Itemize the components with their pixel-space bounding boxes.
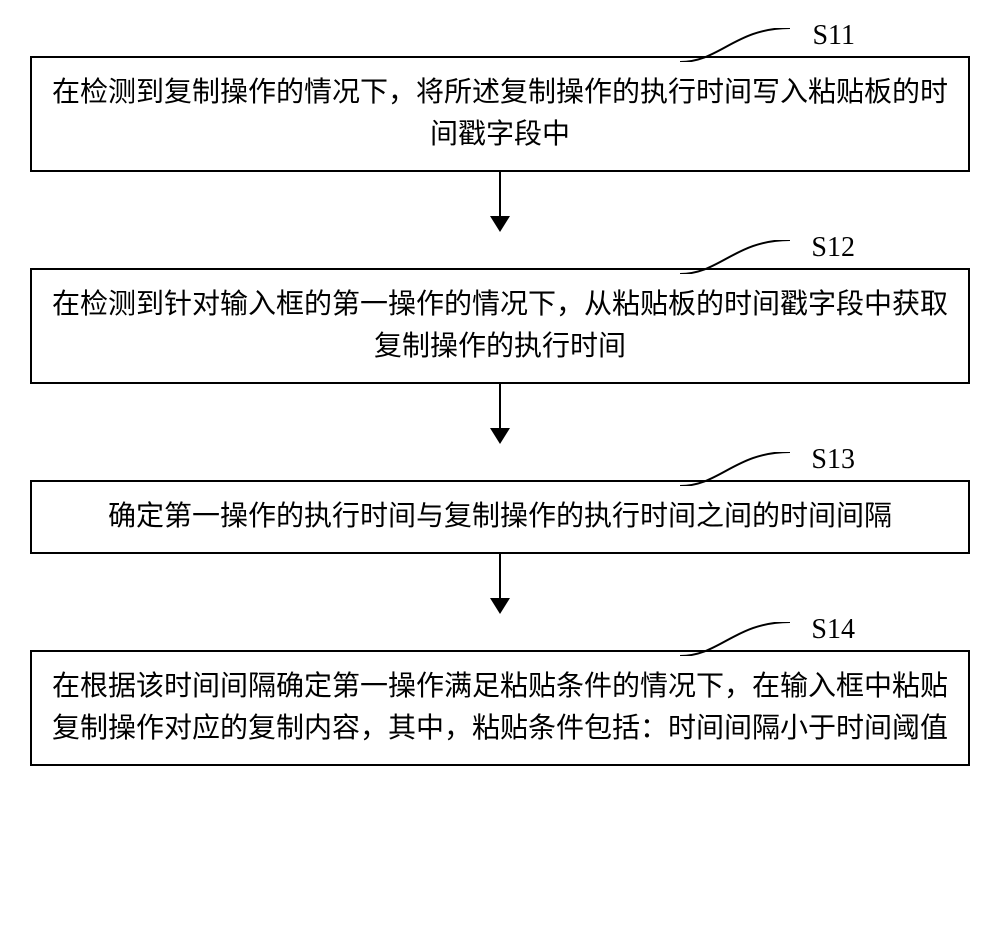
- step-s11: S11 在检测到复制操作的情况下，将所述复制操作的执行时间写入粘贴板的时间戳字段…: [30, 20, 970, 172]
- arrow: [30, 172, 970, 232]
- step-box: 在检测到针对输入框的第一操作的情况下，从粘贴板的时间戳字段中获取复制操作的执行时…: [30, 268, 970, 384]
- label-row: S12: [30, 232, 970, 268]
- arrow: [30, 554, 970, 614]
- step-label: S14: [811, 614, 855, 646]
- step-label: S11: [812, 20, 855, 52]
- step-label: S13: [811, 444, 855, 476]
- label-row: S13: [30, 444, 970, 480]
- callout-curve: [680, 622, 790, 656]
- step-s13: S13 确定第一操作的执行时间与复制操作的执行时间之间的时间间隔: [30, 444, 970, 554]
- arrow: [30, 384, 970, 444]
- flowchart: S11 在检测到复制操作的情况下，将所述复制操作的执行时间写入粘贴板的时间戳字段…: [30, 20, 970, 766]
- arrow-down-icon: [480, 172, 520, 232]
- arrow-down-icon: [480, 554, 520, 614]
- step-box: 在检测到复制操作的情况下，将所述复制操作的执行时间写入粘贴板的时间戳字段中: [30, 56, 970, 172]
- callout-curve: [680, 240, 790, 274]
- step-text: 在检测到针对输入框的第一操作的情况下，从粘贴板的时间戳字段中获取复制操作的执行时…: [52, 289, 948, 362]
- step-text: 在检测到复制操作的情况下，将所述复制操作的执行时间写入粘贴板的时间戳字段中: [52, 77, 948, 150]
- step-text: 确定第一操作的执行时间与复制操作的执行时间之间的时间间隔: [108, 501, 892, 532]
- step-box: 确定第一操作的执行时间与复制操作的执行时间之间的时间间隔: [30, 480, 970, 554]
- arrow-down-icon: [480, 384, 520, 444]
- callout-curve: [680, 28, 790, 62]
- label-row: S11: [30, 20, 970, 56]
- step-box: 在根据该时间间隔确定第一操作满足粘贴条件的情况下，在输入框中粘贴复制操作对应的复…: [30, 650, 970, 766]
- callout-curve: [680, 452, 790, 486]
- step-s14: S14 在根据该时间间隔确定第一操作满足粘贴条件的情况下，在输入框中粘贴复制操作…: [30, 614, 970, 766]
- step-text: 在根据该时间间隔确定第一操作满足粘贴条件的情况下，在输入框中粘贴复制操作对应的复…: [52, 671, 948, 744]
- step-s12: S12 在检测到针对输入框的第一操作的情况下，从粘贴板的时间戳字段中获取复制操作…: [30, 232, 970, 384]
- label-row: S14: [30, 614, 970, 650]
- step-label: S12: [811, 232, 855, 264]
